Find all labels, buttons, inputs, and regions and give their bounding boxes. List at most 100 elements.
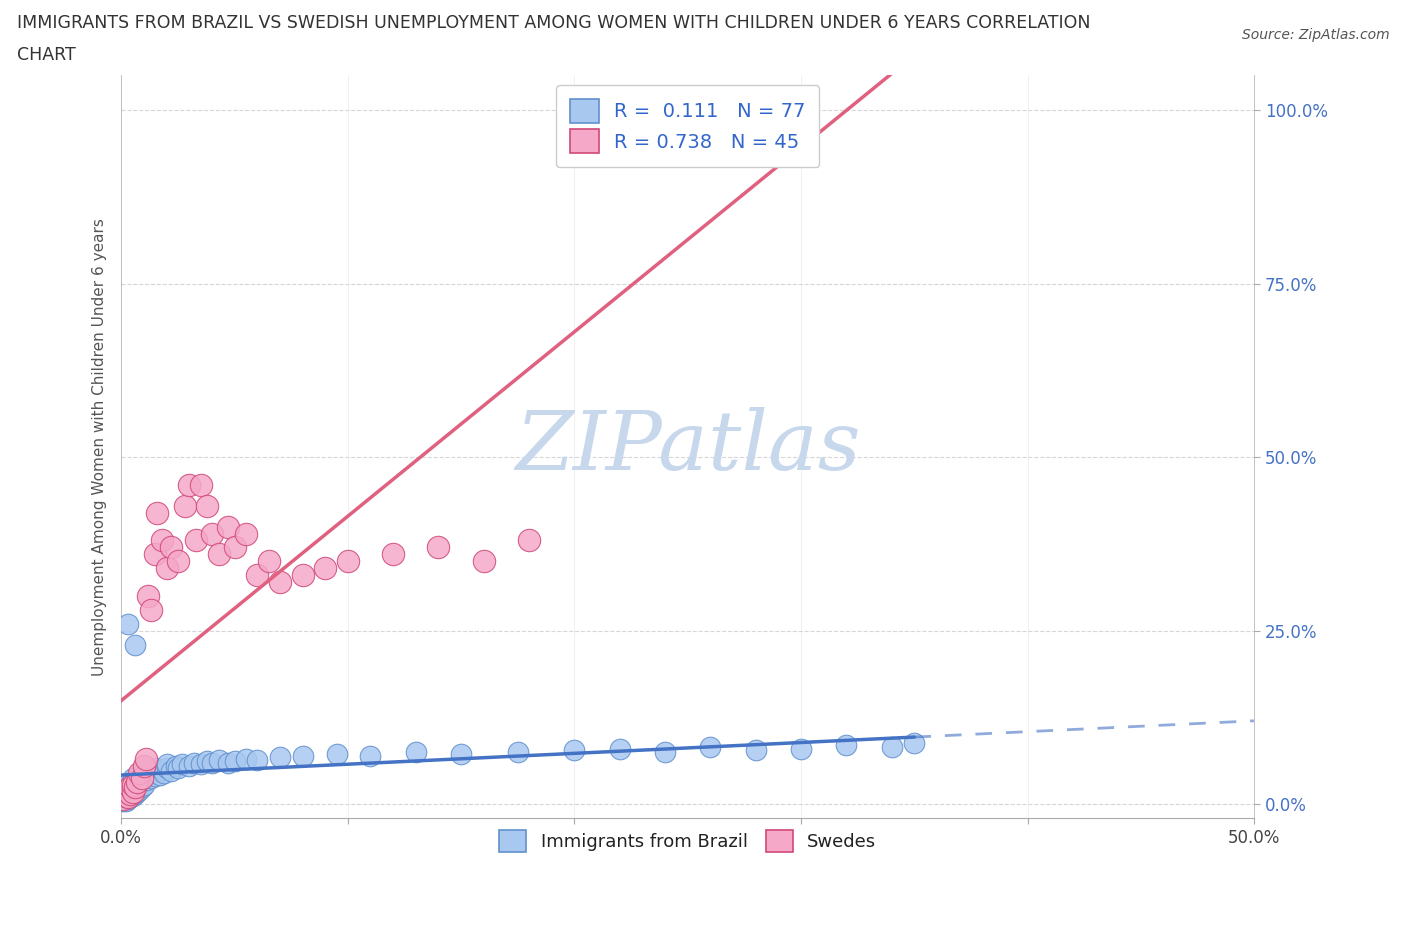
Point — [132, 777, 155, 792]
Point — [131, 779, 153, 794]
Text: IMMIGRANTS FROM BRAZIL VS SWEDISH UNEMPLOYMENT AMONG WOMEN WITH CHILDREN UNDER 6: IMMIGRANTS FROM BRAZIL VS SWEDISH UNEMPL… — [17, 14, 1091, 32]
Point — [405, 745, 427, 760]
Point — [120, 779, 142, 794]
Point — [165, 759, 187, 774]
Point — [114, 783, 136, 798]
Point — [201, 526, 224, 541]
Point — [835, 737, 858, 752]
Point — [184, 533, 207, 548]
Point — [146, 505, 169, 520]
Point — [112, 791, 135, 806]
Point — [201, 755, 224, 770]
Point — [112, 793, 135, 808]
Point — [128, 765, 150, 780]
Point — [143, 761, 166, 776]
Point — [506, 745, 529, 760]
Point — [880, 740, 903, 755]
Point — [114, 793, 136, 808]
Point — [120, 790, 142, 804]
Point — [314, 561, 336, 576]
Point — [120, 787, 142, 802]
Point — [112, 783, 135, 798]
Point — [121, 770, 143, 785]
Point — [790, 741, 813, 756]
Point — [517, 533, 540, 548]
Point — [121, 789, 143, 804]
Point — [325, 747, 347, 762]
Point — [179, 477, 201, 492]
Point — [160, 540, 183, 555]
Point — [269, 575, 291, 590]
Legend: Immigrants from Brazil, Swedes: Immigrants from Brazil, Swedes — [491, 821, 886, 861]
Point — [139, 603, 162, 618]
Point — [125, 775, 148, 790]
Point — [153, 765, 176, 780]
Point — [138, 589, 160, 604]
Point — [135, 764, 157, 778]
Point — [139, 770, 162, 785]
Point — [269, 750, 291, 764]
Point — [128, 783, 150, 798]
Point — [155, 761, 177, 776]
Point — [150, 533, 173, 548]
Point — [121, 784, 143, 799]
Point — [257, 554, 280, 569]
Point — [195, 753, 218, 768]
Point — [114, 789, 136, 804]
Point — [117, 776, 139, 790]
Point — [112, 790, 135, 804]
Point — [235, 526, 257, 541]
Point — [167, 554, 190, 569]
Point — [654, 745, 676, 760]
Point — [117, 617, 139, 631]
Point — [217, 755, 239, 770]
Point — [138, 767, 160, 782]
Point — [150, 762, 173, 777]
Point — [598, 110, 620, 125]
Point — [472, 554, 495, 569]
Text: ZIPatlas: ZIPatlas — [515, 406, 860, 486]
Point — [142, 765, 165, 780]
Point — [114, 784, 136, 799]
Point — [179, 759, 201, 774]
Point — [117, 791, 139, 806]
Point — [190, 756, 212, 771]
Point — [120, 784, 142, 799]
Point — [128, 775, 150, 790]
Point — [382, 547, 405, 562]
Text: CHART: CHART — [17, 46, 76, 64]
Point — [699, 740, 721, 755]
Point — [450, 747, 472, 762]
Point — [124, 637, 146, 652]
Point — [224, 540, 246, 555]
Point — [167, 761, 190, 776]
Point — [131, 770, 153, 785]
Point — [564, 743, 586, 758]
Point — [114, 779, 136, 794]
Point — [155, 756, 177, 771]
Point — [183, 755, 205, 770]
Point — [117, 784, 139, 799]
Point — [360, 749, 382, 764]
Point — [125, 784, 148, 799]
Point — [124, 787, 146, 802]
Point — [195, 498, 218, 513]
Point — [121, 776, 143, 790]
Point — [117, 790, 139, 804]
Point — [291, 567, 314, 582]
Point — [143, 769, 166, 784]
Point — [190, 477, 212, 492]
Text: Source: ZipAtlas.com: Source: ZipAtlas.com — [1241, 28, 1389, 42]
Point — [135, 773, 157, 788]
Point — [132, 762, 155, 777]
Point — [291, 749, 314, 764]
Point — [173, 498, 195, 513]
Point — [124, 779, 146, 794]
Point — [143, 547, 166, 562]
Point — [246, 567, 269, 582]
Point — [427, 540, 450, 555]
Point — [246, 753, 269, 768]
Point — [217, 519, 239, 534]
Point — [128, 767, 150, 782]
Point — [132, 759, 155, 774]
